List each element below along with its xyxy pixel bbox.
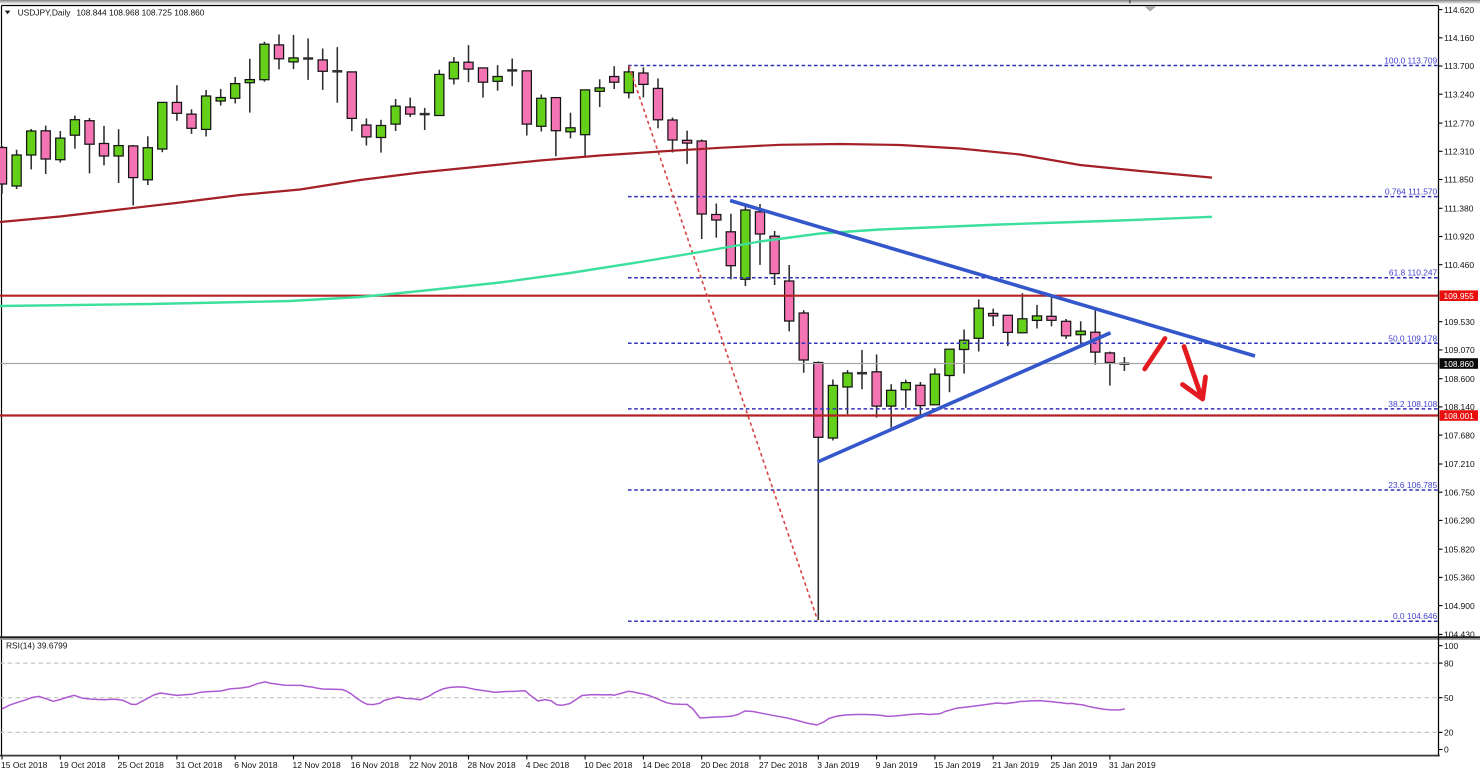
svg-text:15 Jan 2019: 15 Jan 2019 — [934, 760, 981, 770]
svg-text:104.430: 104.430 — [1444, 630, 1475, 640]
svg-text:111.850: 111.850 — [1444, 175, 1474, 185]
svg-text:0.0 104.646: 0.0 104.646 — [1393, 611, 1438, 621]
svg-text:106.290: 106.290 — [1444, 516, 1475, 526]
svg-text:38.2 108.108: 38.2 108.108 — [1388, 399, 1437, 409]
svg-text:19 Oct 2018: 19 Oct 2018 — [59, 760, 106, 770]
svg-text:4 Dec 2018: 4 Dec 2018 — [526, 760, 570, 770]
svg-text:112.310: 112.310 — [1444, 147, 1474, 157]
svg-text:110.920: 110.920 — [1444, 232, 1474, 242]
svg-text:105.360: 105.360 — [1444, 573, 1475, 583]
svg-text:12 Nov 2018: 12 Nov 2018 — [293, 760, 341, 770]
svg-text:25 Oct 2018: 25 Oct 2018 — [118, 760, 165, 770]
svg-text:108.600: 108.600 — [1444, 374, 1475, 384]
svg-text:14 Dec 2018: 14 Dec 2018 — [642, 760, 690, 770]
svg-text:104.900: 104.900 — [1444, 601, 1475, 611]
svg-text:15 Oct 2018: 15 Oct 2018 — [1, 760, 48, 770]
svg-text:109.955: 109.955 — [1444, 291, 1475, 301]
svg-text:22 Nov 2018: 22 Nov 2018 — [409, 760, 457, 770]
svg-text:6 Nov 2018: 6 Nov 2018 — [234, 760, 278, 770]
svg-text:105.820: 105.820 — [1444, 544, 1475, 554]
svg-text:RSI(14) 39.6799: RSI(14) 39.6799 — [6, 640, 68, 650]
svg-text:112.770: 112.770 — [1444, 118, 1474, 128]
svg-text:0: 0 — [1444, 745, 1449, 755]
svg-text:28 Nov 2018: 28 Nov 2018 — [468, 760, 516, 770]
svg-text:9 Jan 2019: 9 Jan 2019 — [876, 760, 918, 770]
svg-text:109.530: 109.530 — [1444, 317, 1475, 327]
svg-text:50.0 109.178: 50.0 109.178 — [1388, 333, 1437, 343]
svg-text:114.620: 114.620 — [1444, 5, 1474, 15]
svg-text:114.160: 114.160 — [1444, 33, 1474, 43]
svg-text:107.680: 107.680 — [1444, 430, 1475, 440]
svg-text:80: 80 — [1444, 658, 1454, 668]
svg-text:108.860: 108.860 — [1444, 359, 1475, 369]
svg-text:108.001: 108.001 — [1444, 411, 1475, 421]
svg-text:31 Oct 2018: 31 Oct 2018 — [176, 760, 223, 770]
svg-text:113.700: 113.700 — [1444, 61, 1474, 71]
svg-text:110.460: 110.460 — [1444, 260, 1474, 270]
svg-text:16 Nov 2018: 16 Nov 2018 — [351, 760, 399, 770]
svg-text:108.140: 108.140 — [1444, 402, 1475, 412]
svg-text:25 Jan 2019: 25 Jan 2019 — [1051, 760, 1098, 770]
svg-text:113.240: 113.240 — [1444, 89, 1474, 99]
svg-text:100.0 113.709: 100.0 113.709 — [1384, 56, 1437, 66]
svg-text:27 Dec 2018: 27 Dec 2018 — [759, 760, 807, 770]
svg-text:20: 20 — [1444, 728, 1454, 738]
svg-text:3 Jan 2019: 3 Jan 2019 — [817, 760, 859, 770]
svg-text:31 Jan 2019: 31 Jan 2019 — [1109, 760, 1156, 770]
svg-text:111.380: 111.380 — [1444, 204, 1474, 214]
svg-text:50: 50 — [1444, 693, 1454, 703]
svg-text:106.750: 106.750 — [1444, 487, 1475, 497]
svg-text:23.6 106.785: 23.6 106.785 — [1388, 480, 1437, 490]
svg-text:0.764 111.570: 0.764 111.570 — [1385, 187, 1438, 197]
svg-text:21 Jan 2019: 21 Jan 2019 — [992, 760, 1039, 770]
svg-text:109.070: 109.070 — [1444, 345, 1475, 355]
svg-text:108.844 108.968 108.725 108.86: 108.844 108.968 108.725 108.860 — [76, 7, 204, 17]
svg-text:61.8 110.247: 61.8 110.247 — [1389, 268, 1438, 278]
svg-text:100: 100 — [1444, 641, 1458, 651]
svg-text:USDJPY,Daily: USDJPY,Daily — [18, 7, 72, 17]
svg-text:107.210: 107.210 — [1444, 459, 1475, 469]
svg-text:20 Dec 2018: 20 Dec 2018 — [701, 760, 749, 770]
svg-text:10 Dec 2018: 10 Dec 2018 — [584, 760, 632, 770]
